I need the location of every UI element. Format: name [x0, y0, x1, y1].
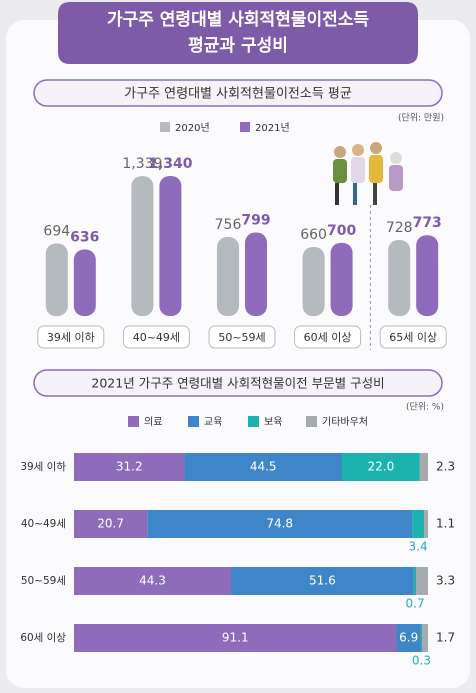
bar-segment [416, 567, 428, 595]
y-tick-label: 60세 이상 [20, 632, 66, 644]
legend-swatch [248, 416, 259, 427]
value-label: 44.5 [250, 460, 277, 474]
bar [159, 176, 182, 316]
bar-segment [184, 453, 342, 481]
y-tick-label: 39세 이하 [20, 460, 66, 473]
x-tick-label: 40~49세 [133, 331, 180, 344]
x-tick-label: 60세 이상 [304, 331, 352, 344]
y-tick-label: 40~49세 [21, 518, 66, 530]
category-box [122, 325, 190, 349]
bar [302, 247, 325, 316]
value-label: 636 [70, 230, 99, 246]
value-label: 773 [413, 215, 442, 231]
value-label: 694 [43, 223, 70, 239]
value-label: 1.1 [436, 517, 455, 531]
value-label: 91.1 [222, 631, 249, 645]
bar [217, 237, 239, 316]
legend-label: 의료 [144, 416, 162, 428]
value-label: 0.3 [412, 654, 431, 668]
bar-segment [74, 567, 231, 595]
value-label: 660 [300, 227, 327, 243]
category-box [37, 325, 105, 349]
bar-segment [413, 567, 417, 595]
y-tick-label: 50~59세 [21, 575, 66, 587]
value-label: 799 [241, 213, 270, 229]
category-box [208, 325, 276, 349]
bar-segment [421, 624, 428, 652]
bar [330, 242, 353, 316]
value-label: 1,339 [122, 156, 162, 172]
bar-segment [74, 453, 185, 481]
header-banner [58, 2, 418, 64]
value-label: 2.3 [436, 460, 455, 474]
value-label: 20.7 [97, 517, 124, 531]
chart-title: 가구주 연령대별 사회적현물이전소득 평균 [124, 87, 352, 102]
value-label: 3.3 [436, 574, 455, 588]
value-label: 31.2 [116, 460, 143, 474]
value-label: 44.3 [139, 574, 166, 588]
chart-title: 2021년 가구주 연령대별 사회적현물이전 부문별 구성비 [91, 376, 384, 391]
bar [416, 235, 439, 316]
legend-label: 교육 [204, 416, 222, 428]
bar [131, 176, 154, 316]
x-tick-label: 50~59세 [218, 331, 265, 344]
legend-label: 기타바우처 [322, 416, 368, 428]
value-label: 6.9 [399, 631, 418, 645]
legend-label: 2021년 [255, 122, 290, 134]
value-label: 51.6 [309, 574, 336, 588]
bar-segment [230, 567, 414, 595]
bar-segment [412, 510, 425, 538]
value-label: 3.4 [409, 540, 428, 554]
bar-segment [147, 510, 413, 538]
legend-swatch [128, 416, 139, 427]
bar-segment [424, 510, 428, 538]
x-tick-label: 65세 이상 [389, 331, 437, 344]
value-label: 728 [386, 220, 413, 236]
bar-segment [74, 624, 397, 652]
value-label: 1.7 [436, 631, 455, 645]
category-box [294, 325, 362, 349]
bar-segment [419, 453, 428, 481]
people-illustration [333, 142, 403, 205]
title-pill [33, 369, 443, 397]
value-label: 0.7 [406, 597, 425, 611]
value-label: 22.0 [368, 460, 395, 474]
unit-label: (단위: 만원) [398, 113, 444, 124]
legend-swatch [160, 122, 170, 132]
bar [73, 249, 96, 316]
bar [388, 239, 411, 316]
value-label: 700 [327, 223, 356, 239]
bar-segment [396, 624, 421, 652]
bar-segment [74, 510, 148, 538]
header-title: 평균과 구성비 [188, 36, 288, 56]
category-box [379, 325, 447, 349]
bar-segment [341, 453, 420, 481]
unit-label: (단위: %) [406, 402, 444, 413]
legend-swatch [306, 416, 317, 427]
title-pill [33, 79, 443, 107]
value-label: 1,340 [148, 156, 193, 172]
legend-swatch [240, 122, 250, 132]
bar-segment [420, 624, 422, 652]
legend-label: 2020년 [175, 122, 210, 134]
value-label: 74.8 [266, 517, 293, 531]
value-label: 756 [215, 217, 242, 233]
legend-label: 보육 [264, 416, 282, 428]
legend-swatch [188, 416, 199, 427]
x-tick-label: 39세 이하 [47, 330, 95, 344]
bar [45, 243, 68, 316]
header-title: 가구주 연령대별 사회적현물이전소득 [107, 9, 369, 30]
bar [245, 232, 267, 316]
